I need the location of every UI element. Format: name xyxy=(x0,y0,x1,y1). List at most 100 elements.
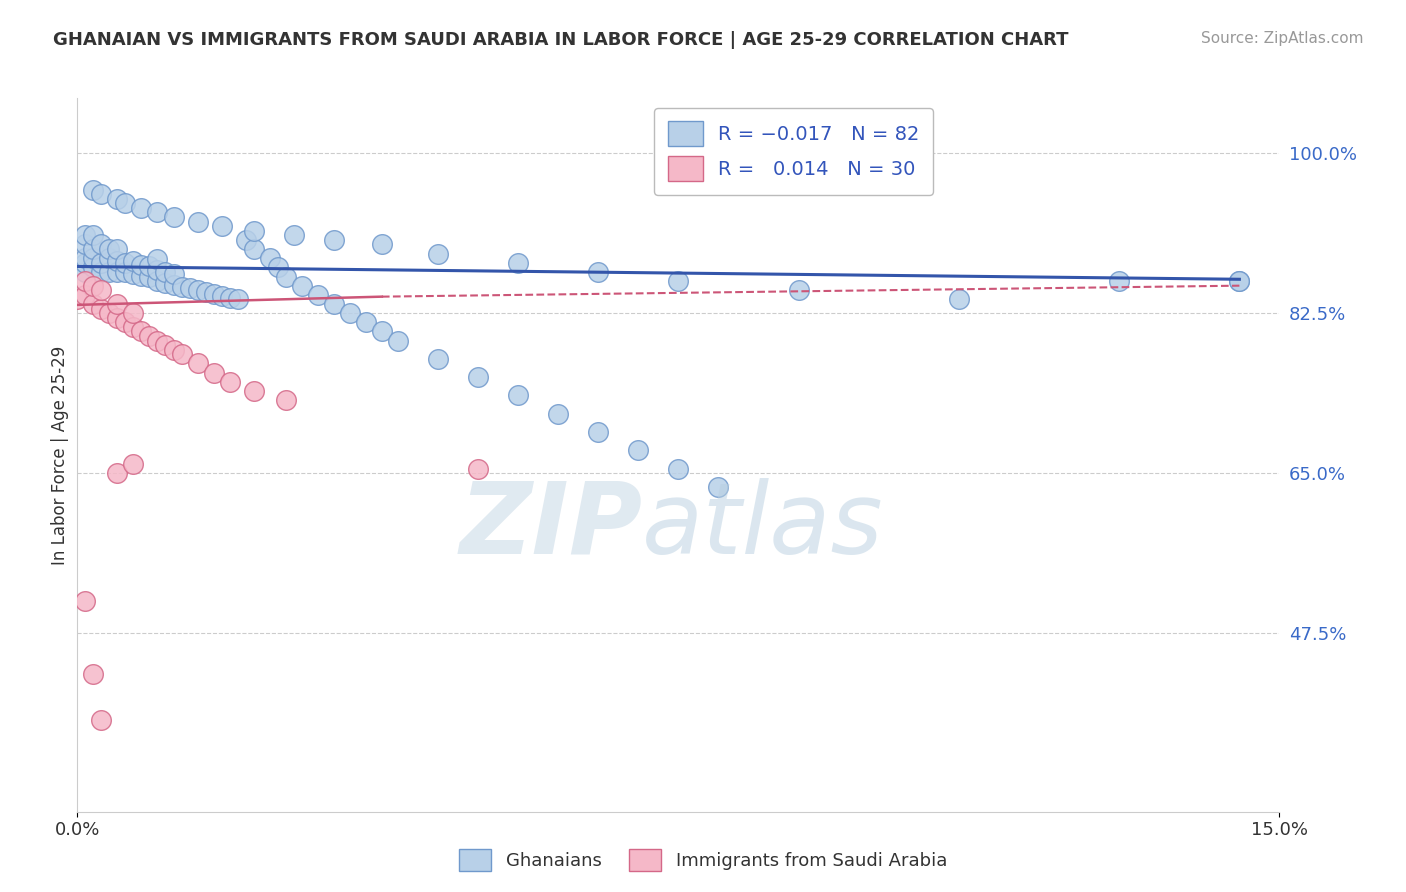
Text: Source: ZipAtlas.com: Source: ZipAtlas.com xyxy=(1201,31,1364,46)
Point xyxy=(371,237,394,252)
Point xyxy=(427,246,450,260)
Point xyxy=(668,274,690,288)
Point xyxy=(187,214,209,228)
Point xyxy=(707,480,730,494)
Point xyxy=(122,267,145,281)
Point xyxy=(339,306,361,320)
Point xyxy=(75,237,97,252)
Point xyxy=(146,263,169,277)
Point xyxy=(75,594,97,608)
Point xyxy=(274,269,297,284)
Legend: Ghanaians, Immigrants from Saudi Arabia: Ghanaians, Immigrants from Saudi Arabia xyxy=(451,842,955,879)
Point xyxy=(75,265,97,279)
Point xyxy=(90,283,112,297)
Text: atlas: atlas xyxy=(643,478,884,574)
Point xyxy=(138,260,160,274)
Y-axis label: In Labor Force | Age 25-29: In Labor Force | Age 25-29 xyxy=(51,345,69,565)
Point xyxy=(90,187,112,202)
Point xyxy=(146,274,169,288)
Point xyxy=(146,205,169,219)
Point xyxy=(467,370,489,384)
Point xyxy=(90,237,112,252)
Point xyxy=(82,251,104,265)
Point xyxy=(588,265,610,279)
Point xyxy=(194,285,217,299)
Point xyxy=(66,293,89,307)
Point xyxy=(387,334,409,348)
Point xyxy=(1108,274,1130,288)
Point xyxy=(98,306,121,320)
Point xyxy=(82,278,104,293)
Point xyxy=(131,325,153,339)
Point xyxy=(138,329,160,343)
Point xyxy=(75,256,97,270)
Point xyxy=(1229,274,1251,288)
Point xyxy=(211,289,233,303)
Point xyxy=(138,270,160,285)
Point xyxy=(122,457,145,471)
Point xyxy=(508,388,530,402)
Point xyxy=(187,356,209,370)
Point xyxy=(467,461,489,475)
Point xyxy=(90,256,112,270)
Point xyxy=(162,343,184,357)
Point xyxy=(242,242,264,256)
Point xyxy=(322,233,344,247)
Point xyxy=(75,274,97,288)
Point xyxy=(90,265,112,279)
Point xyxy=(242,384,264,398)
Point xyxy=(75,288,97,302)
Point xyxy=(668,461,690,475)
Point xyxy=(162,267,184,281)
Point xyxy=(283,228,305,243)
Point xyxy=(547,407,569,421)
Point xyxy=(114,315,136,329)
Point xyxy=(90,301,112,316)
Point xyxy=(371,325,394,339)
Point xyxy=(82,667,104,681)
Point xyxy=(98,251,121,265)
Point xyxy=(82,242,104,256)
Point xyxy=(82,260,104,275)
Point xyxy=(508,256,530,270)
Point xyxy=(146,252,169,267)
Point xyxy=(307,288,329,302)
Point xyxy=(170,279,193,293)
Point xyxy=(170,347,193,361)
Point xyxy=(259,251,281,265)
Point xyxy=(354,315,377,329)
Point xyxy=(155,265,177,279)
Point xyxy=(427,351,450,366)
Point xyxy=(75,251,97,265)
Point xyxy=(107,467,129,481)
Point xyxy=(107,297,129,311)
Point xyxy=(322,297,344,311)
Point xyxy=(218,375,240,389)
Point xyxy=(122,306,145,320)
Point xyxy=(162,277,184,292)
Point xyxy=(155,276,177,290)
Point xyxy=(107,242,129,256)
Point xyxy=(82,183,104,197)
Point xyxy=(114,256,136,270)
Point xyxy=(235,233,257,247)
Point xyxy=(948,293,970,307)
Point xyxy=(122,254,145,268)
Point xyxy=(131,258,153,272)
Text: ZIP: ZIP xyxy=(460,478,643,574)
Point xyxy=(242,224,264,238)
Point xyxy=(787,283,810,297)
Point xyxy=(291,278,314,293)
Text: GHANAIAN VS IMMIGRANTS FROM SAUDI ARABIA IN LABOR FORCE | AGE 25-29 CORRELATION : GHANAIAN VS IMMIGRANTS FROM SAUDI ARABIA… xyxy=(53,31,1069,49)
Point xyxy=(107,254,129,268)
Point xyxy=(107,310,129,325)
Point xyxy=(187,283,209,297)
Point xyxy=(82,228,104,243)
Point xyxy=(98,265,121,279)
Point xyxy=(114,196,136,211)
Point xyxy=(82,297,104,311)
Legend: R = −0.017   N = 82, R =   0.014   N = 30: R = −0.017 N = 82, R = 0.014 N = 30 xyxy=(654,108,934,194)
Point xyxy=(211,219,233,234)
Point xyxy=(274,392,297,407)
Point xyxy=(114,265,136,279)
